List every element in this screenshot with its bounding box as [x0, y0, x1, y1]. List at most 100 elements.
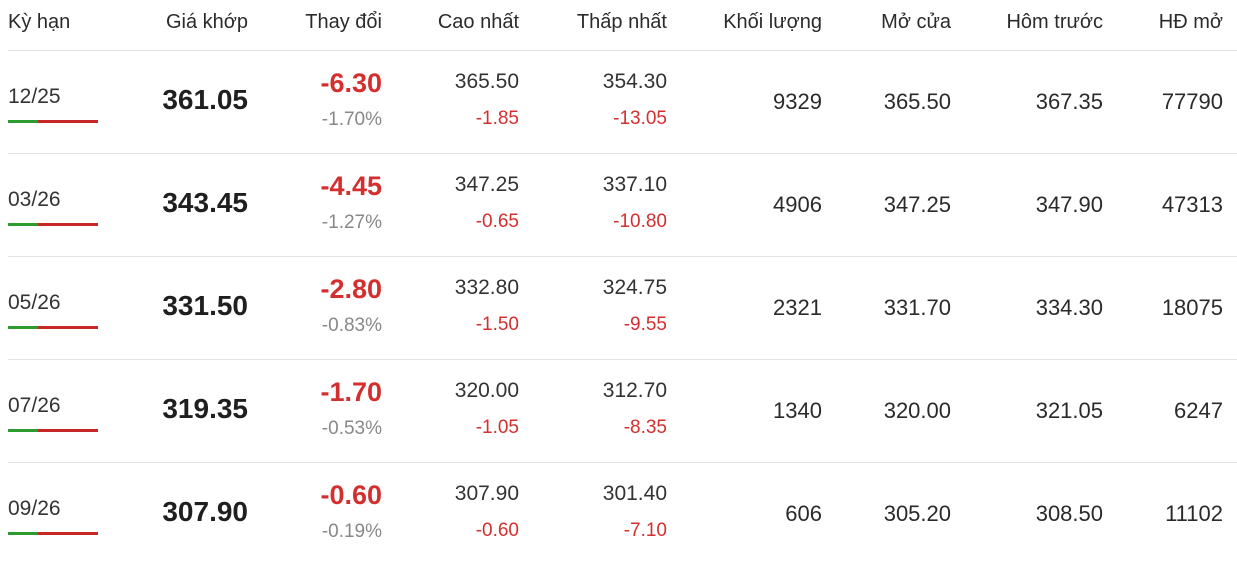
- change-percent: -0.53%: [321, 418, 382, 439]
- low-cell: 354.30 -13.05: [519, 51, 667, 153]
- volume-cell: 606: [667, 463, 822, 565]
- price-cell: 319.35: [118, 360, 248, 462]
- term-label[interactable]: 03/26: [8, 188, 61, 211]
- oi-cell: 11102: [1103, 463, 1223, 565]
- term-cell: 07/26: [8, 360, 118, 462]
- term-cell: 12/25: [8, 51, 118, 153]
- high-diff: -1.05: [475, 417, 519, 438]
- table-header: Kỳ hạn Giá khớp Thay đổi Cao nhất Thấp n…: [8, 0, 1237, 51]
- high-cell: 347.25 -0.65: [382, 154, 519, 256]
- match-price: 343.45: [162, 187, 248, 218]
- price-cell: 361.05: [118, 51, 248, 153]
- price-cell: 343.45: [118, 154, 248, 256]
- change-cell: -0.60 -0.19%: [248, 463, 382, 565]
- low-value: 337.10: [602, 173, 667, 196]
- low-cell: 337.10 -10.80: [519, 154, 667, 256]
- header-term[interactable]: Kỳ hạn: [8, 11, 71, 33]
- table-row[interactable]: 12/25 361.05 -6.30 -1.70% 365.50 -1.85 3…: [8, 51, 1237, 154]
- high-cell: 365.50 -1.85: [382, 51, 519, 153]
- volume-cell: 1340: [667, 360, 822, 462]
- high-value: 320.00: [454, 379, 519, 402]
- open-value: 331.70: [883, 295, 951, 320]
- low-value: 324.75: [602, 276, 667, 299]
- table-row[interactable]: 07/26 319.35 -1.70 -0.53% 320.00 -1.05 3…: [8, 360, 1237, 463]
- oi-cell: 6247: [1103, 360, 1223, 462]
- volume-cell: 2321: [667, 257, 822, 359]
- open-cell: 331.70: [822, 257, 951, 359]
- prev-value: 321.05: [1035, 398, 1103, 423]
- open-interest-value: 11102: [1165, 501, 1223, 526]
- term-label[interactable]: 12/25: [8, 85, 61, 108]
- price-cell: 307.90: [118, 463, 248, 565]
- term-range-bar: [8, 120, 98, 123]
- change-value: -0.60: [320, 480, 382, 510]
- change-cell: -6.30 -1.70%: [248, 51, 382, 153]
- term-range-bar: [8, 223, 98, 226]
- volume-cell: 9329: [667, 51, 822, 153]
- table-row[interactable]: 09/26 307.90 -0.60 -0.19% 307.90 -0.60 3…: [8, 463, 1237, 565]
- open-value: 347.25: [883, 192, 951, 217]
- low-diff: -7.10: [623, 520, 667, 541]
- open-cell: 365.50: [822, 51, 951, 153]
- header-low[interactable]: Thấp nhất: [576, 11, 667, 33]
- volume-value: 2321: [773, 295, 822, 320]
- low-cell: 301.40 -7.10: [519, 463, 667, 565]
- term-label[interactable]: 09/26: [8, 497, 61, 520]
- term-cell: 05/26: [8, 257, 118, 359]
- header-change[interactable]: Thay đổi: [305, 11, 382, 33]
- change-value: -2.80: [320, 274, 382, 304]
- change-cell: -4.45 -1.27%: [248, 154, 382, 256]
- prev-value: 308.50: [1035, 501, 1103, 526]
- change-percent: -0.19%: [321, 521, 382, 542]
- term-label[interactable]: 05/26: [8, 291, 61, 314]
- term-cell: 03/26: [8, 154, 118, 256]
- change-cell: -1.70 -0.53%: [248, 360, 382, 462]
- change-value: -1.70: [320, 377, 382, 407]
- change-percent: -0.83%: [321, 315, 382, 336]
- table-row[interactable]: 03/26 343.45 -4.45 -1.27% 347.25 -0.65 3…: [8, 154, 1237, 257]
- open-value: 320.00: [883, 398, 951, 423]
- volume-value: 4906: [773, 192, 822, 217]
- term-cell: 09/26: [8, 463, 118, 565]
- prev-value: 347.90: [1035, 192, 1103, 217]
- table-row[interactable]: 05/26 331.50 -2.80 -0.83% 332.80 -1.50 3…: [8, 257, 1237, 360]
- open-interest-value: 18075: [1161, 295, 1223, 320]
- prev-value: 367.35: [1035, 89, 1103, 114]
- oi-cell: 18075: [1103, 257, 1223, 359]
- header-volume[interactable]: Khối lượng: [723, 11, 822, 33]
- high-value: 347.25: [454, 173, 519, 196]
- volume-value: 1340: [773, 398, 822, 423]
- high-diff: -0.60: [475, 520, 519, 541]
- prev-cell: 367.35: [951, 51, 1103, 153]
- open-value: 365.50: [883, 89, 951, 114]
- open-interest-value: 77790: [1161, 89, 1223, 114]
- header-open-interest[interactable]: HĐ mở: [1158, 11, 1223, 33]
- change-percent: -1.70%: [321, 109, 382, 130]
- oi-cell: 77790: [1103, 51, 1223, 153]
- change-percent: -1.27%: [321, 212, 382, 233]
- header-open[interactable]: Mở cửa: [881, 11, 951, 33]
- low-cell: 324.75 -9.55: [519, 257, 667, 359]
- open-value: 305.20: [883, 501, 951, 526]
- match-price: 331.50: [162, 290, 248, 321]
- header-high[interactable]: Cao nhất: [437, 11, 519, 33]
- prev-value: 334.30: [1035, 295, 1103, 320]
- price-cell: 331.50: [118, 257, 248, 359]
- low-value: 354.30: [602, 70, 667, 93]
- open-cell: 347.25: [822, 154, 951, 256]
- match-price: 361.05: [162, 84, 248, 115]
- low-diff: -13.05: [613, 108, 667, 129]
- low-value: 312.70: [602, 379, 667, 402]
- open-cell: 305.20: [822, 463, 951, 565]
- low-diff: -8.35: [623, 417, 667, 438]
- term-label[interactable]: 07/26: [8, 394, 61, 417]
- header-price[interactable]: Giá khớp: [165, 11, 248, 33]
- prev-cell: 347.90: [951, 154, 1103, 256]
- open-interest-value: 47313: [1161, 192, 1223, 217]
- prev-cell: 334.30: [951, 257, 1103, 359]
- volume-value: 9329: [773, 89, 822, 114]
- high-cell: 307.90 -0.60: [382, 463, 519, 565]
- header-prev[interactable]: Hôm trước: [1006, 11, 1103, 33]
- volume-cell: 4906: [667, 154, 822, 256]
